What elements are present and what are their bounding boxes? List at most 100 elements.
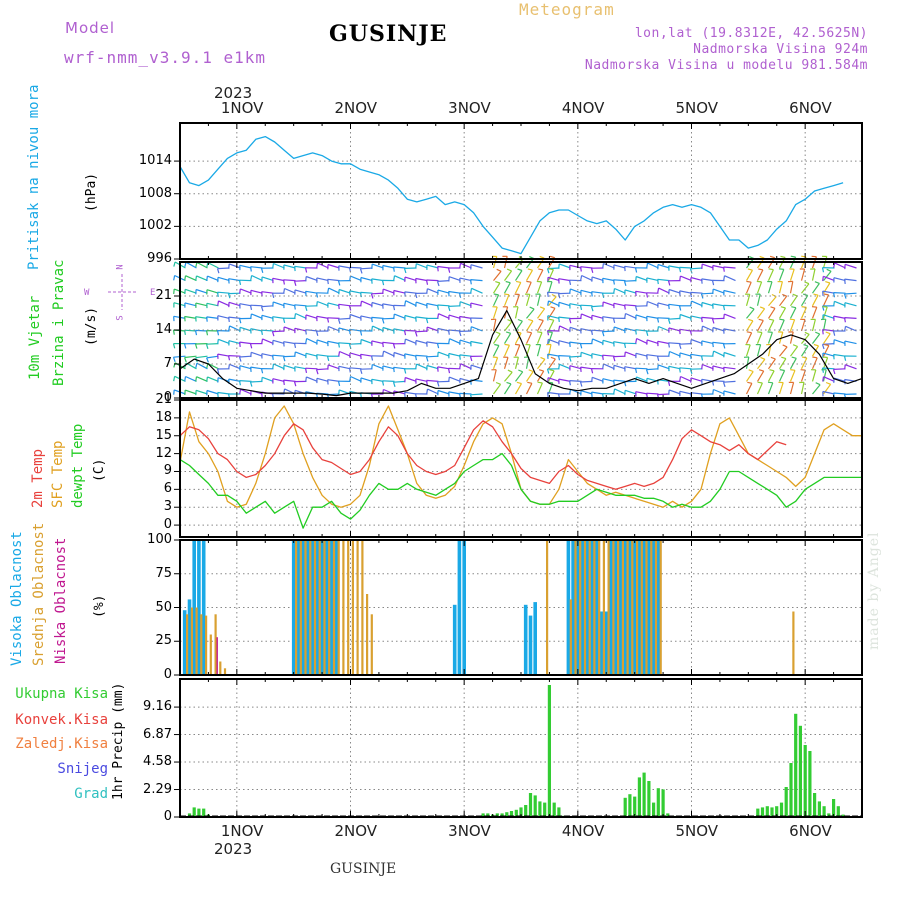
wind-barb-flag bbox=[250, 313, 252, 319]
high-cloud-bar bbox=[632, 540, 637, 675]
precip-bar bbox=[197, 808, 201, 817]
wind-barb bbox=[306, 337, 318, 345]
high-cloud-bar bbox=[452, 604, 457, 675]
wind-barb-flag bbox=[228, 263, 230, 269]
wind-barb-flag bbox=[381, 318, 385, 324]
wind-barb bbox=[393, 380, 406, 383]
wind-barb bbox=[613, 279, 626, 282]
wind-barb-flag bbox=[195, 316, 197, 322]
wind-barb bbox=[536, 293, 541, 306]
wind-barb-flag bbox=[767, 381, 773, 384]
wind-barb-flag bbox=[327, 279, 329, 285]
wind-barb-flag bbox=[539, 255, 545, 259]
wind-barb bbox=[415, 301, 428, 307]
wind-barb bbox=[360, 315, 373, 319]
wind-barb-flag bbox=[426, 389, 429, 394]
wind-barb bbox=[800, 345, 809, 357]
wind-barb bbox=[800, 382, 805, 395]
mid-cloud-bar bbox=[200, 614, 203, 676]
wind-barb-flag bbox=[801, 356, 807, 359]
day-label-bottom: 4NOV bbox=[561, 822, 605, 840]
wind-barb bbox=[822, 319, 827, 332]
day-label-bottom: 1NOV bbox=[220, 822, 264, 840]
wind-barb-flag bbox=[195, 376, 198, 382]
wind-tick: 21 bbox=[155, 288, 172, 303]
wind-barb-flag bbox=[760, 356, 766, 360]
high-cloud-bar bbox=[647, 540, 651, 675]
wind-barb-flag bbox=[678, 267, 682, 273]
temp-tick: 6 bbox=[163, 481, 172, 497]
wind-barb-flag bbox=[749, 306, 755, 310]
wind-barb bbox=[581, 313, 593, 319]
mid-cloud-bar bbox=[593, 540, 596, 675]
wind-barb-flag bbox=[206, 262, 209, 268]
wind-barb-flag bbox=[645, 292, 649, 298]
temp-tick: 3 bbox=[163, 499, 172, 515]
wind-barb-flag bbox=[393, 367, 395, 373]
wind-barb bbox=[613, 364, 626, 370]
wind-barb bbox=[580, 266, 593, 269]
wind-barb bbox=[558, 340, 571, 345]
wind-barb bbox=[844, 278, 857, 282]
wind-barb bbox=[778, 358, 787, 370]
wind-barb-flag bbox=[538, 318, 544, 322]
wind-barb bbox=[570, 288, 582, 294]
wind-barb bbox=[624, 265, 637, 269]
wind-barb bbox=[624, 280, 637, 282]
precip-bar bbox=[656, 788, 660, 817]
high-cloud-bar bbox=[301, 540, 305, 675]
wind-barb bbox=[658, 287, 670, 294]
wind-barb bbox=[580, 366, 593, 370]
pressure-tick: 1002 bbox=[138, 218, 172, 234]
wind-barb-flag bbox=[414, 293, 418, 299]
wind-barb-flag bbox=[239, 389, 242, 395]
wind-barb bbox=[636, 376, 648, 382]
wind-barb bbox=[779, 295, 788, 307]
wind-barb-flag bbox=[601, 355, 604, 361]
high-cloud-bar bbox=[604, 611, 609, 675]
wind-barb bbox=[261, 376, 274, 382]
wind-barb bbox=[603, 301, 615, 307]
wind-tick: 7 bbox=[163, 356, 172, 371]
wind-barb bbox=[635, 329, 648, 332]
wind-barb bbox=[580, 380, 593, 383]
wind-barb-flag bbox=[437, 352, 439, 357]
precip-tick: 2.29 bbox=[143, 781, 172, 797]
wind-barb bbox=[702, 263, 714, 269]
wind-barb bbox=[273, 262, 285, 269]
precip-bar bbox=[798, 725, 802, 817]
wind-barb bbox=[668, 303, 681, 307]
wind-barb bbox=[624, 366, 637, 370]
wind-barb bbox=[316, 354, 329, 357]
wind-axis-label-1: 10m Vjetar bbox=[27, 295, 43, 380]
panel-background bbox=[180, 540, 862, 675]
precip-bar bbox=[505, 812, 509, 817]
wind-barb bbox=[338, 342, 351, 345]
wind-barb-flag bbox=[814, 281, 820, 284]
wind-barb bbox=[669, 350, 681, 357]
precip-bar bbox=[528, 793, 533, 817]
wind-barb bbox=[844, 317, 857, 319]
wind-barb bbox=[844, 340, 857, 345]
wind-barb bbox=[492, 294, 500, 307]
wind-barb-flag bbox=[758, 318, 764, 322]
wind-barb bbox=[470, 302, 483, 307]
day-label-bottom: 2NOV bbox=[334, 822, 378, 840]
wind-barb-flag bbox=[228, 364, 230, 370]
high-cloud-bar bbox=[306, 540, 310, 675]
wind-barb-flag bbox=[591, 291, 593, 297]
high-cloud-bar bbox=[528, 615, 533, 675]
wind-barb bbox=[812, 283, 820, 294]
mid-cloud-bar bbox=[366, 594, 369, 675]
wind-barb-flag bbox=[815, 382, 821, 386]
wind-barb bbox=[273, 363, 285, 370]
wind-barb bbox=[680, 313, 692, 319]
mid-cloud-bar bbox=[323, 540, 326, 675]
wind-barb bbox=[360, 276, 373, 282]
wind-barb bbox=[316, 277, 329, 282]
wind-barb-flag bbox=[436, 343, 440, 349]
wind-barb-flag bbox=[272, 316, 274, 322]
wind-barb bbox=[822, 294, 830, 307]
wind-barb-flag bbox=[634, 368, 638, 374]
compass-north: N bbox=[115, 264, 126, 270]
